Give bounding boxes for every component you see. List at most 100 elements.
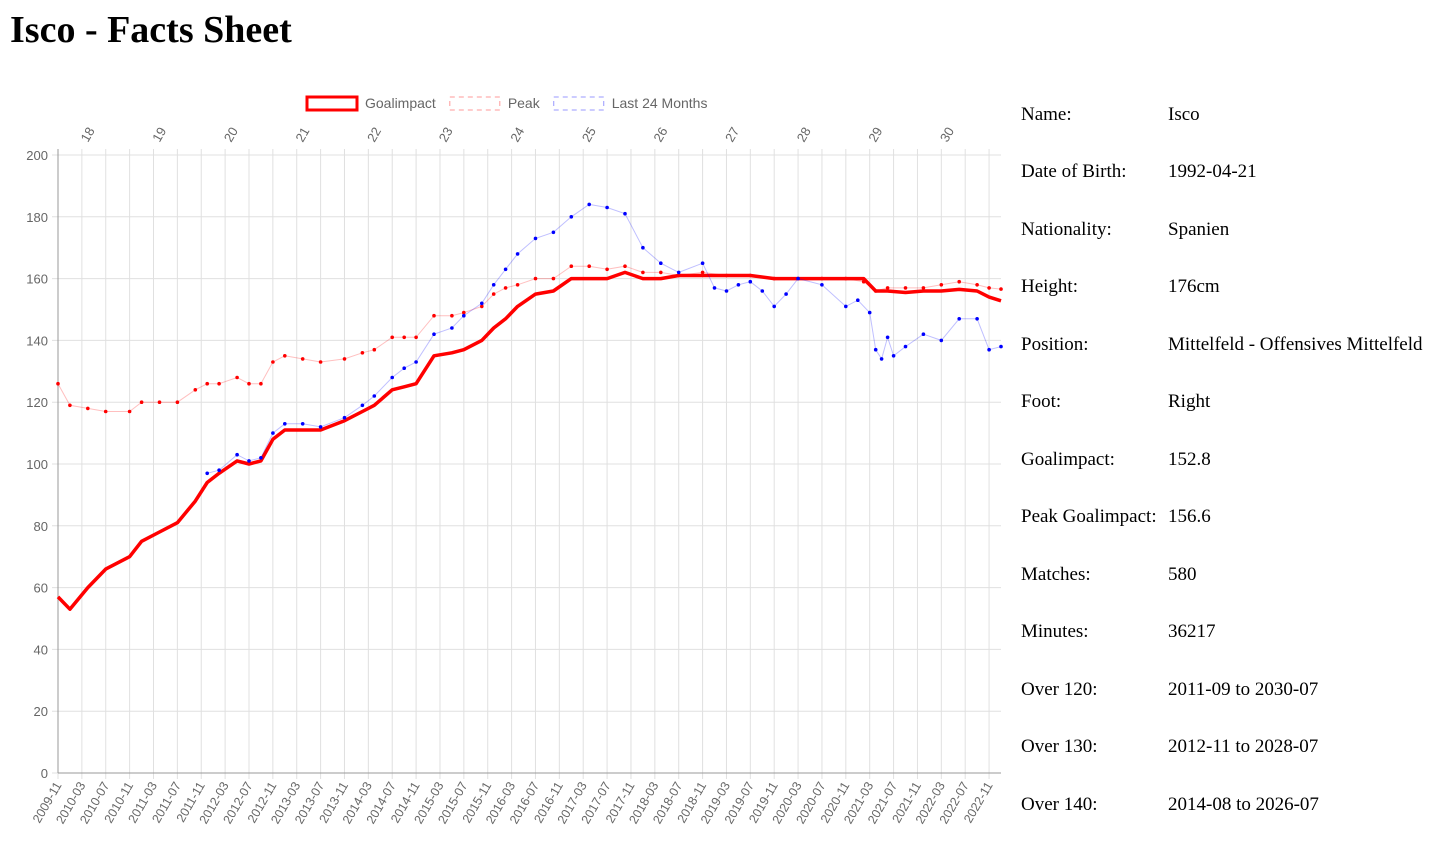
series-point — [127, 409, 132, 414]
fact-value: 580 — [1168, 563, 1197, 585]
series-point — [772, 276, 776, 281]
facts-row: Peak Goalimpact: 156.6 — [1021, 489, 1423, 547]
series-point — [193, 388, 198, 392]
age-tick-label: 25 — [579, 124, 599, 144]
chart-axes: 0204060801001201401601802002009-112010-0… — [26, 124, 1001, 826]
series-point — [820, 283, 824, 287]
age-tick-label: 24 — [507, 124, 527, 144]
series-point — [987, 347, 991, 352]
series-point — [569, 215, 574, 219]
series-point — [68, 403, 72, 408]
fact-label: Over 130: — [1021, 736, 1098, 758]
series-point — [641, 245, 645, 250]
series-point — [820, 276, 824, 281]
series-point — [271, 360, 275, 364]
legend-swatch — [553, 96, 605, 111]
y-tick-label: 60 — [34, 581, 48, 596]
series-point — [139, 400, 144, 405]
series-point — [700, 261, 705, 265]
series-point — [796, 276, 800, 281]
fact-value: 152.8 — [1168, 448, 1211, 470]
series-point — [676, 270, 681, 275]
series-point — [999, 287, 1003, 291]
fact-label: Minutes: — [1021, 621, 1089, 643]
series-point — [939, 338, 944, 343]
series-point — [480, 304, 484, 309]
series-point — [885, 286, 890, 290]
facts-row: Nationality: Spanien — [1021, 201, 1423, 259]
series-point — [480, 301, 484, 306]
series-2 — [205, 202, 1003, 476]
series-point — [175, 400, 180, 405]
age-tick-label: 29 — [865, 124, 885, 144]
series-point — [259, 381, 263, 386]
series-point — [724, 273, 729, 278]
series-point — [360, 351, 365, 355]
series-point — [921, 332, 926, 336]
series-point — [987, 286, 991, 290]
series-point — [217, 468, 221, 473]
y-tick-label: 0 — [41, 766, 48, 781]
chart-legend: Goalimpact Peak Last 24 Months — [305, 95, 707, 112]
series-point — [283, 354, 287, 358]
series-point — [641, 270, 645, 275]
age-tick-label: 22 — [364, 124, 384, 144]
legend-swatch — [449, 96, 501, 111]
y-tick-label: 180 — [26, 210, 48, 225]
series-point — [217, 381, 221, 386]
series-point — [205, 471, 209, 476]
series-point — [879, 357, 884, 361]
series-point — [318, 360, 323, 364]
facts-table: Name: Isco Date of Birth: 1992-04-21 Nationa… — [1021, 86, 1423, 834]
age-tick-label: 21 — [292, 124, 312, 144]
series-point — [975, 317, 979, 321]
series-point — [372, 347, 377, 352]
goalimpact-line — [56, 270, 1002, 611]
facts-row: Date of Birth: 1992-04-21 — [1021, 144, 1423, 202]
series-point — [873, 289, 878, 293]
series-point — [247, 459, 251, 463]
age-tick-label: 28 — [794, 124, 814, 144]
series-point — [844, 276, 848, 281]
series-point — [957, 317, 961, 321]
age-tick-label: 26 — [650, 124, 670, 144]
series-point — [503, 286, 508, 290]
series-point — [748, 273, 753, 278]
age-tick-label: 30 — [937, 124, 957, 144]
series-point — [760, 289, 765, 293]
page-title: Isco - Facts Sheet — [10, 9, 292, 51]
series-point — [491, 292, 496, 296]
series-point — [503, 267, 508, 272]
fact-label: Matches: — [1021, 563, 1091, 585]
fact-label: Goalimpact: — [1021, 448, 1115, 470]
series-point — [342, 357, 347, 361]
chart-grid — [52, 149, 1001, 779]
legend-label: Goalimpact — [365, 95, 436, 111]
fact-label: Date of Birth: — [1021, 161, 1127, 183]
age-tick-label: 27 — [722, 124, 742, 144]
y-tick-label: 160 — [26, 272, 48, 287]
fact-label: Name: — [1021, 103, 1072, 125]
facts-row: Matches: 580 — [1021, 546, 1423, 604]
series-point — [903, 286, 908, 290]
fact-label: Nationality: — [1021, 218, 1112, 240]
series-point — [939, 283, 944, 287]
fact-value: 36217 — [1168, 621, 1216, 643]
series-point — [605, 205, 609, 210]
facts-row: Over 140: 2014-08 to 2026-07 — [1021, 776, 1423, 834]
age-tick-label: 18 — [77, 124, 97, 144]
series-point — [867, 310, 872, 315]
series-point — [235, 375, 239, 380]
series-point — [300, 357, 305, 361]
series-point — [748, 279, 753, 284]
facts-row: Over 120: 2011-09 to 2030-07 — [1021, 661, 1423, 719]
series-point — [56, 381, 60, 386]
series-line — [57, 265, 1002, 412]
series-point — [623, 211, 627, 216]
facts-row: Goalimpact: 152.8 — [1021, 431, 1423, 489]
series-point — [921, 286, 926, 290]
fact-label: Foot: — [1021, 391, 1062, 413]
goalimpact-chart: 0204060801001201401601802002009-112010-0… — [26, 95, 1003, 826]
legend-label: Peak — [508, 95, 541, 111]
series-point — [700, 270, 705, 275]
